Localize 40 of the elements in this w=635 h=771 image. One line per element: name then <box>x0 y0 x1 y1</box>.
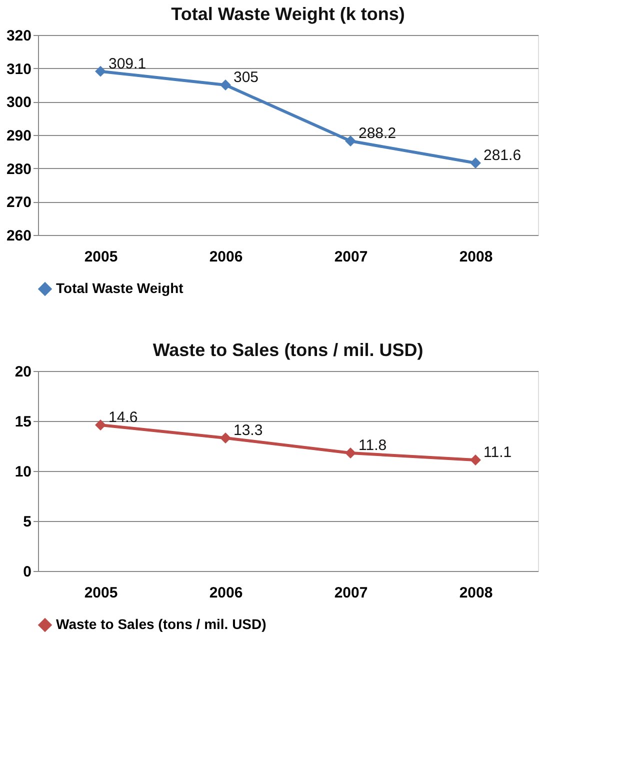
point <box>345 448 356 458</box>
point <box>345 136 356 146</box>
x-tick-label: 2007 <box>334 248 368 266</box>
data-label: 11.1 <box>484 444 512 461</box>
data-label: 13.3 <box>234 422 263 439</box>
data-label: 305 <box>234 69 259 86</box>
x-tick-label: 2008 <box>459 248 493 266</box>
data-label: 288.2 <box>358 125 396 142</box>
y-tick-label: 15 <box>14 414 32 430</box>
y-tick-label: 290 <box>6 128 32 144</box>
y-tick-label: 310 <box>6 60 32 78</box>
y-tick-label: 20 <box>14 364 32 380</box>
chart-title: Waste to Sales (tons / mil. USD) <box>152 340 424 360</box>
chart-title: Total Waste Weight (k tons) <box>171 4 405 24</box>
data-label: 281.6 <box>484 147 522 164</box>
point <box>220 80 231 90</box>
data-label: 14.6 <box>108 409 138 426</box>
x-tick-label: 2006 <box>209 584 243 602</box>
legend-label: Total Waste Weight <box>56 280 184 296</box>
y-tick-label: 300 <box>6 94 32 112</box>
point <box>95 420 106 430</box>
x-tick-label: 2007 <box>334 584 368 602</box>
x-tick-label: 2008 <box>459 584 493 602</box>
y-tick-label: 280 <box>6 160 32 178</box>
point <box>220 432 231 444</box>
y-tick-label: 0 <box>23 564 32 580</box>
point <box>470 158 481 168</box>
y-tick-label: 260 <box>6 228 32 244</box>
legend-label: Waste to Sales (tons / mil. USD) <box>56 616 266 632</box>
x-tick-label: 2006 <box>209 248 243 266</box>
x-tick-label: 2005 <box>84 584 118 602</box>
x-tick-label: 2005 <box>84 248 118 266</box>
y-tick-label: 10 <box>14 464 32 480</box>
y-tick-label: 320 <box>6 28 32 44</box>
y-tick-label: 5 <box>23 514 32 530</box>
data-label: 309.1 <box>108 55 146 72</box>
y-tick-label: 270 <box>6 194 32 212</box>
point <box>95 66 106 77</box>
point <box>470 454 481 466</box>
data-label: 11.8 <box>358 437 387 454</box>
